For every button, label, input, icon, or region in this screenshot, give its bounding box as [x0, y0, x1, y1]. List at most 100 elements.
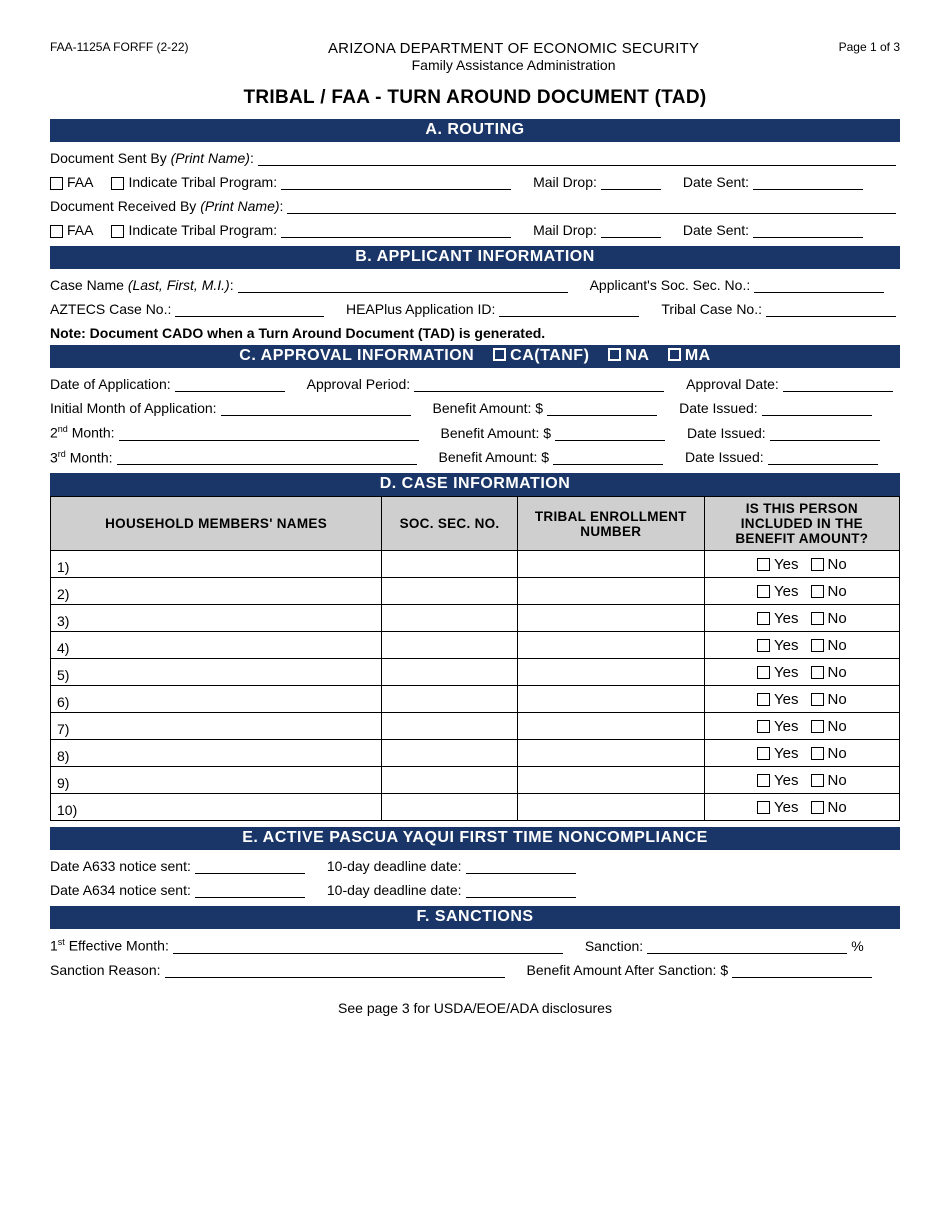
yes-checkbox[interactable] [757, 801, 770, 814]
row-name-cell[interactable]: 5) [51, 659, 382, 686]
row-name-cell[interactable]: 7) [51, 713, 382, 740]
row-name-cell[interactable]: 3) [51, 605, 382, 632]
row-ssn-cell[interactable] [382, 605, 518, 632]
row-enroll-cell[interactable] [517, 551, 704, 578]
row-name-cell[interactable]: 4) [51, 632, 382, 659]
row-ssn-cell[interactable] [382, 740, 518, 767]
period-field[interactable] [414, 376, 664, 392]
no-checkbox[interactable] [811, 666, 824, 679]
row-enroll-cell[interactable] [517, 578, 704, 605]
deadline-2-field[interactable] [466, 882, 576, 898]
table-row: 5)YesNo [51, 659, 900, 686]
row-ssn-cell[interactable] [382, 686, 518, 713]
mail-drop-field-2[interactable] [601, 222, 661, 238]
case-name-label: Case Name (Last, First, M.I.): [50, 277, 234, 293]
date-sent-field-1[interactable] [753, 174, 863, 190]
tribal-program-field-1[interactable] [281, 174, 511, 190]
row-name-cell[interactable]: 2) [51, 578, 382, 605]
a633-field[interactable] [195, 858, 305, 874]
yes-checkbox[interactable] [757, 612, 770, 625]
tribal-checkbox-2[interactable] [111, 225, 124, 238]
month-2-field[interactable] [119, 425, 419, 441]
aztecs-field[interactable] [175, 301, 324, 317]
mail-drop-field-1[interactable] [601, 174, 661, 190]
row-enroll-cell[interactable] [517, 794, 704, 821]
row-enroll-cell[interactable] [517, 659, 704, 686]
row-enroll-cell[interactable] [517, 686, 704, 713]
init-month-field[interactable] [221, 400, 411, 416]
yes-checkbox[interactable] [757, 747, 770, 760]
benefit-1-field[interactable] [547, 400, 657, 416]
heaplus-field[interactable] [499, 301, 639, 317]
a634-field[interactable] [195, 882, 305, 898]
month-3-field[interactable] [117, 449, 417, 465]
sanction-field[interactable] [647, 938, 847, 954]
na-checkbox[interactable] [608, 348, 621, 361]
issued-1-field[interactable] [762, 400, 872, 416]
no-checkbox[interactable] [811, 720, 824, 733]
date-sent-field-2[interactable] [753, 222, 863, 238]
row-enroll-cell[interactable] [517, 713, 704, 740]
row-ssn-cell[interactable] [382, 659, 518, 686]
row-name-cell[interactable]: 1) [51, 551, 382, 578]
yes-checkbox[interactable] [757, 693, 770, 706]
faa-checkbox-1[interactable] [50, 177, 63, 190]
row-name-cell[interactable]: 10) [51, 794, 382, 821]
ssn-field[interactable] [754, 277, 884, 293]
row-name-cell[interactable]: 9) [51, 767, 382, 794]
ca-checkbox[interactable] [493, 348, 506, 361]
tribal-checkbox-1[interactable] [111, 177, 124, 190]
row-ssn-cell[interactable] [382, 632, 518, 659]
received-by-field[interactable] [287, 198, 896, 214]
issued-2-field[interactable] [770, 425, 880, 441]
case-name-field[interactable] [238, 277, 568, 293]
no-checkbox[interactable] [811, 558, 824, 571]
no-checkbox[interactable] [811, 612, 824, 625]
sanction-label: Sanction: [585, 938, 643, 954]
yes-checkbox[interactable] [757, 585, 770, 598]
deadline-1-field[interactable] [466, 858, 576, 874]
faa-checkbox-2[interactable] [50, 225, 63, 238]
row-name-cell[interactable]: 6) [51, 686, 382, 713]
yes-checkbox[interactable] [757, 666, 770, 679]
row-enroll-cell[interactable] [517, 632, 704, 659]
tribal-program-field-2[interactable] [281, 222, 511, 238]
date-app-field[interactable] [175, 376, 285, 392]
ma-checkbox[interactable] [668, 348, 681, 361]
yes-checkbox[interactable] [757, 774, 770, 787]
no-checkbox[interactable] [811, 585, 824, 598]
sent-by-label: Document Sent By (Print Name): [50, 150, 254, 166]
row-ssn-cell[interactable] [382, 767, 518, 794]
reason-field[interactable] [165, 962, 505, 978]
row-enroll-cell[interactable] [517, 767, 704, 794]
tribal-case-field[interactable] [766, 301, 896, 317]
row-enroll-cell[interactable] [517, 740, 704, 767]
no-checkbox[interactable] [811, 801, 824, 814]
first-month-field[interactable] [173, 938, 563, 954]
benefit-3-field[interactable] [553, 449, 663, 465]
no-checkbox[interactable] [811, 774, 824, 787]
app-date-field[interactable] [783, 376, 893, 392]
row-enroll-cell[interactable] [517, 605, 704, 632]
after-field[interactable] [732, 962, 872, 978]
no-checkbox[interactable] [811, 747, 824, 760]
row-ssn-cell[interactable] [382, 794, 518, 821]
period-label: Approval Period: [307, 376, 411, 392]
row-ssn-cell[interactable] [382, 551, 518, 578]
row-ssn-cell[interactable] [382, 713, 518, 740]
cado-note: Note: Document CADO when a Turn Around D… [50, 325, 900, 341]
mail-drop-label: Mail Drop: [533, 174, 597, 190]
row-name-cell[interactable]: 8) [51, 740, 382, 767]
no-checkbox[interactable] [811, 693, 824, 706]
row-ssn-cell[interactable] [382, 578, 518, 605]
agency-sub: Family Assistance Administration [189, 57, 839, 73]
yes-checkbox[interactable] [757, 720, 770, 733]
sent-by-field[interactable] [258, 150, 896, 166]
no-checkbox[interactable] [811, 639, 824, 652]
indicate-label: Indicate Tribal Program: [128, 174, 277, 190]
yes-checkbox[interactable] [757, 639, 770, 652]
issued-3-field[interactable] [768, 449, 878, 465]
yes-checkbox[interactable] [757, 558, 770, 571]
row-included-cell: YesNo [704, 713, 899, 740]
benefit-2-field[interactable] [555, 425, 665, 441]
